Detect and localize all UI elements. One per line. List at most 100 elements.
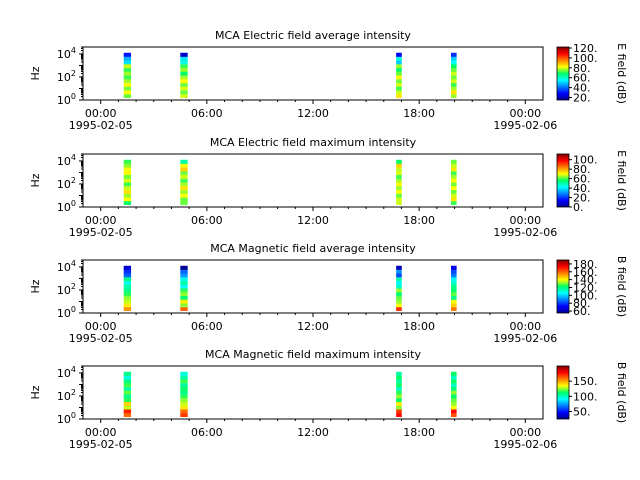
spectrogram-cell bbox=[123, 200, 127, 205]
spectrogram-cell bbox=[396, 86, 399, 91]
spectrogram-cell bbox=[397, 375, 400, 380]
colorbar bbox=[556, 365, 570, 420]
spectrogram-cell bbox=[126, 189, 129, 194]
spectrogram-cell bbox=[126, 67, 129, 72]
spectrogram-cell bbox=[126, 291, 129, 297]
spectrogram-cell bbox=[397, 269, 400, 274]
spectrogram-cell bbox=[397, 60, 400, 65]
spectrogram-cell bbox=[451, 394, 454, 399]
spectrogram-cell bbox=[451, 401, 454, 406]
spectrogram-cell bbox=[128, 386, 132, 391]
spectrogram-cell bbox=[452, 182, 455, 187]
x-tick-date-label: 1995-02-05 bbox=[69, 119, 133, 132]
spectrogram-cell bbox=[452, 397, 455, 403]
spectrogram-cell bbox=[399, 288, 402, 293]
spectrogram-cell bbox=[126, 159, 129, 164]
spectrogram-cell bbox=[397, 303, 400, 308]
x-tick-label: 00:00 bbox=[509, 214, 541, 227]
spectrogram-cell bbox=[451, 371, 454, 376]
spectrogram-cell bbox=[451, 174, 454, 179]
colorbar-label: E field (dB) bbox=[615, 43, 628, 104]
panel-title: MCA Electric field average intensity bbox=[215, 29, 411, 42]
spectrogram-cell bbox=[452, 90, 455, 95]
spectrogram-cell bbox=[180, 71, 183, 76]
spectrogram-cell bbox=[180, 189, 183, 194]
spectrogram-cell bbox=[126, 306, 129, 311]
spectrogram-cell bbox=[452, 306, 455, 311]
spectrogram-cell bbox=[452, 375, 455, 380]
spectrogram-cell bbox=[185, 284, 188, 289]
spectrogram-cell bbox=[399, 75, 402, 80]
spectrogram-cell bbox=[451, 52, 454, 57]
spectrogram-cell bbox=[454, 78, 457, 84]
spectrogram-cell bbox=[182, 167, 186, 172]
spectrogram-cell bbox=[185, 412, 188, 417]
spectrogram-cell bbox=[185, 56, 188, 61]
spectrogram-cell bbox=[452, 288, 455, 293]
spectrogram-cell bbox=[397, 280, 400, 285]
spectrogram-cell bbox=[180, 288, 183, 293]
spectrogram-cell bbox=[185, 379, 188, 384]
spectrogram-cell bbox=[454, 386, 457, 391]
spectrogram-cell bbox=[185, 409, 188, 414]
spectrogram-cell bbox=[182, 277, 186, 282]
spectrogram-cell bbox=[128, 71, 132, 76]
spectrogram-cell bbox=[396, 280, 399, 285]
spectrogram-cell bbox=[128, 82, 132, 87]
spectrogram-cell bbox=[399, 193, 402, 198]
spectrogram-cell bbox=[396, 299, 399, 304]
spectrogram-cell bbox=[451, 303, 454, 308]
spectrogram-cell bbox=[185, 189, 188, 194]
spectrogram-cell bbox=[180, 277, 183, 282]
x-tick-date-label: 1995-02-05 bbox=[69, 332, 133, 345]
x-tick-label: 00:00 bbox=[85, 426, 117, 439]
colorbar bbox=[556, 259, 570, 314]
spectrogram-cell bbox=[126, 405, 129, 410]
spectrogram-cell bbox=[128, 401, 132, 406]
spectrogram-cell bbox=[396, 90, 399, 95]
spectrogram-cell bbox=[396, 405, 399, 410]
spectrogram-cell bbox=[452, 390, 455, 395]
spectrogram-cell bbox=[180, 174, 183, 179]
spectrogram-cell bbox=[454, 390, 457, 395]
spectrogram-cell bbox=[182, 71, 186, 76]
spectrogram-cell bbox=[128, 167, 132, 172]
spectrogram-cell bbox=[452, 383, 455, 388]
spectrogram-cell bbox=[182, 182, 186, 187]
spectrogram-cell bbox=[185, 303, 188, 308]
spectrogram-cell bbox=[182, 82, 186, 87]
spectrogram-cell bbox=[454, 284, 457, 289]
spectrogram-cell bbox=[126, 78, 129, 84]
spectrogram-cell bbox=[185, 371, 188, 376]
spectrogram-cell bbox=[399, 375, 402, 380]
spectrogram-cell bbox=[451, 288, 454, 293]
spectrogram-cell bbox=[396, 75, 399, 80]
spectrogram-cell bbox=[454, 82, 457, 87]
x-tick-label: 00:00 bbox=[85, 107, 117, 120]
spectrogram-cell bbox=[128, 405, 132, 410]
spectrogram-cell bbox=[399, 159, 402, 164]
spectrogram-cell bbox=[123, 78, 127, 84]
spectrogram-cell bbox=[454, 71, 457, 76]
spectrogram-cell bbox=[399, 167, 402, 172]
spectrogram-cell bbox=[185, 67, 188, 72]
spectrogram-cell bbox=[182, 159, 186, 164]
spectrogram-cell bbox=[182, 303, 186, 308]
spectrogram-cell bbox=[126, 86, 129, 91]
spectrogram-cell bbox=[397, 163, 400, 168]
spectrogram-cell bbox=[396, 295, 399, 300]
spectrogram-cell bbox=[180, 295, 183, 300]
spectrogram-cell bbox=[180, 375, 183, 380]
spectrogram-cell bbox=[399, 394, 402, 399]
x-tick-label: 00:00 bbox=[509, 107, 541, 120]
spectrogram-cell bbox=[454, 303, 457, 308]
spectrogram-cell bbox=[123, 273, 127, 278]
spectrogram-cell bbox=[128, 86, 132, 91]
panel-title: MCA Electric field maximum intensity bbox=[210, 136, 417, 149]
spectrogram-cell bbox=[451, 71, 454, 76]
spectrogram-cell bbox=[451, 90, 454, 95]
spectrogram-cell bbox=[185, 273, 188, 278]
spectrogram-cell bbox=[399, 171, 402, 176]
spectrogram-cell bbox=[454, 167, 457, 172]
spectrogram-cell bbox=[454, 299, 457, 304]
